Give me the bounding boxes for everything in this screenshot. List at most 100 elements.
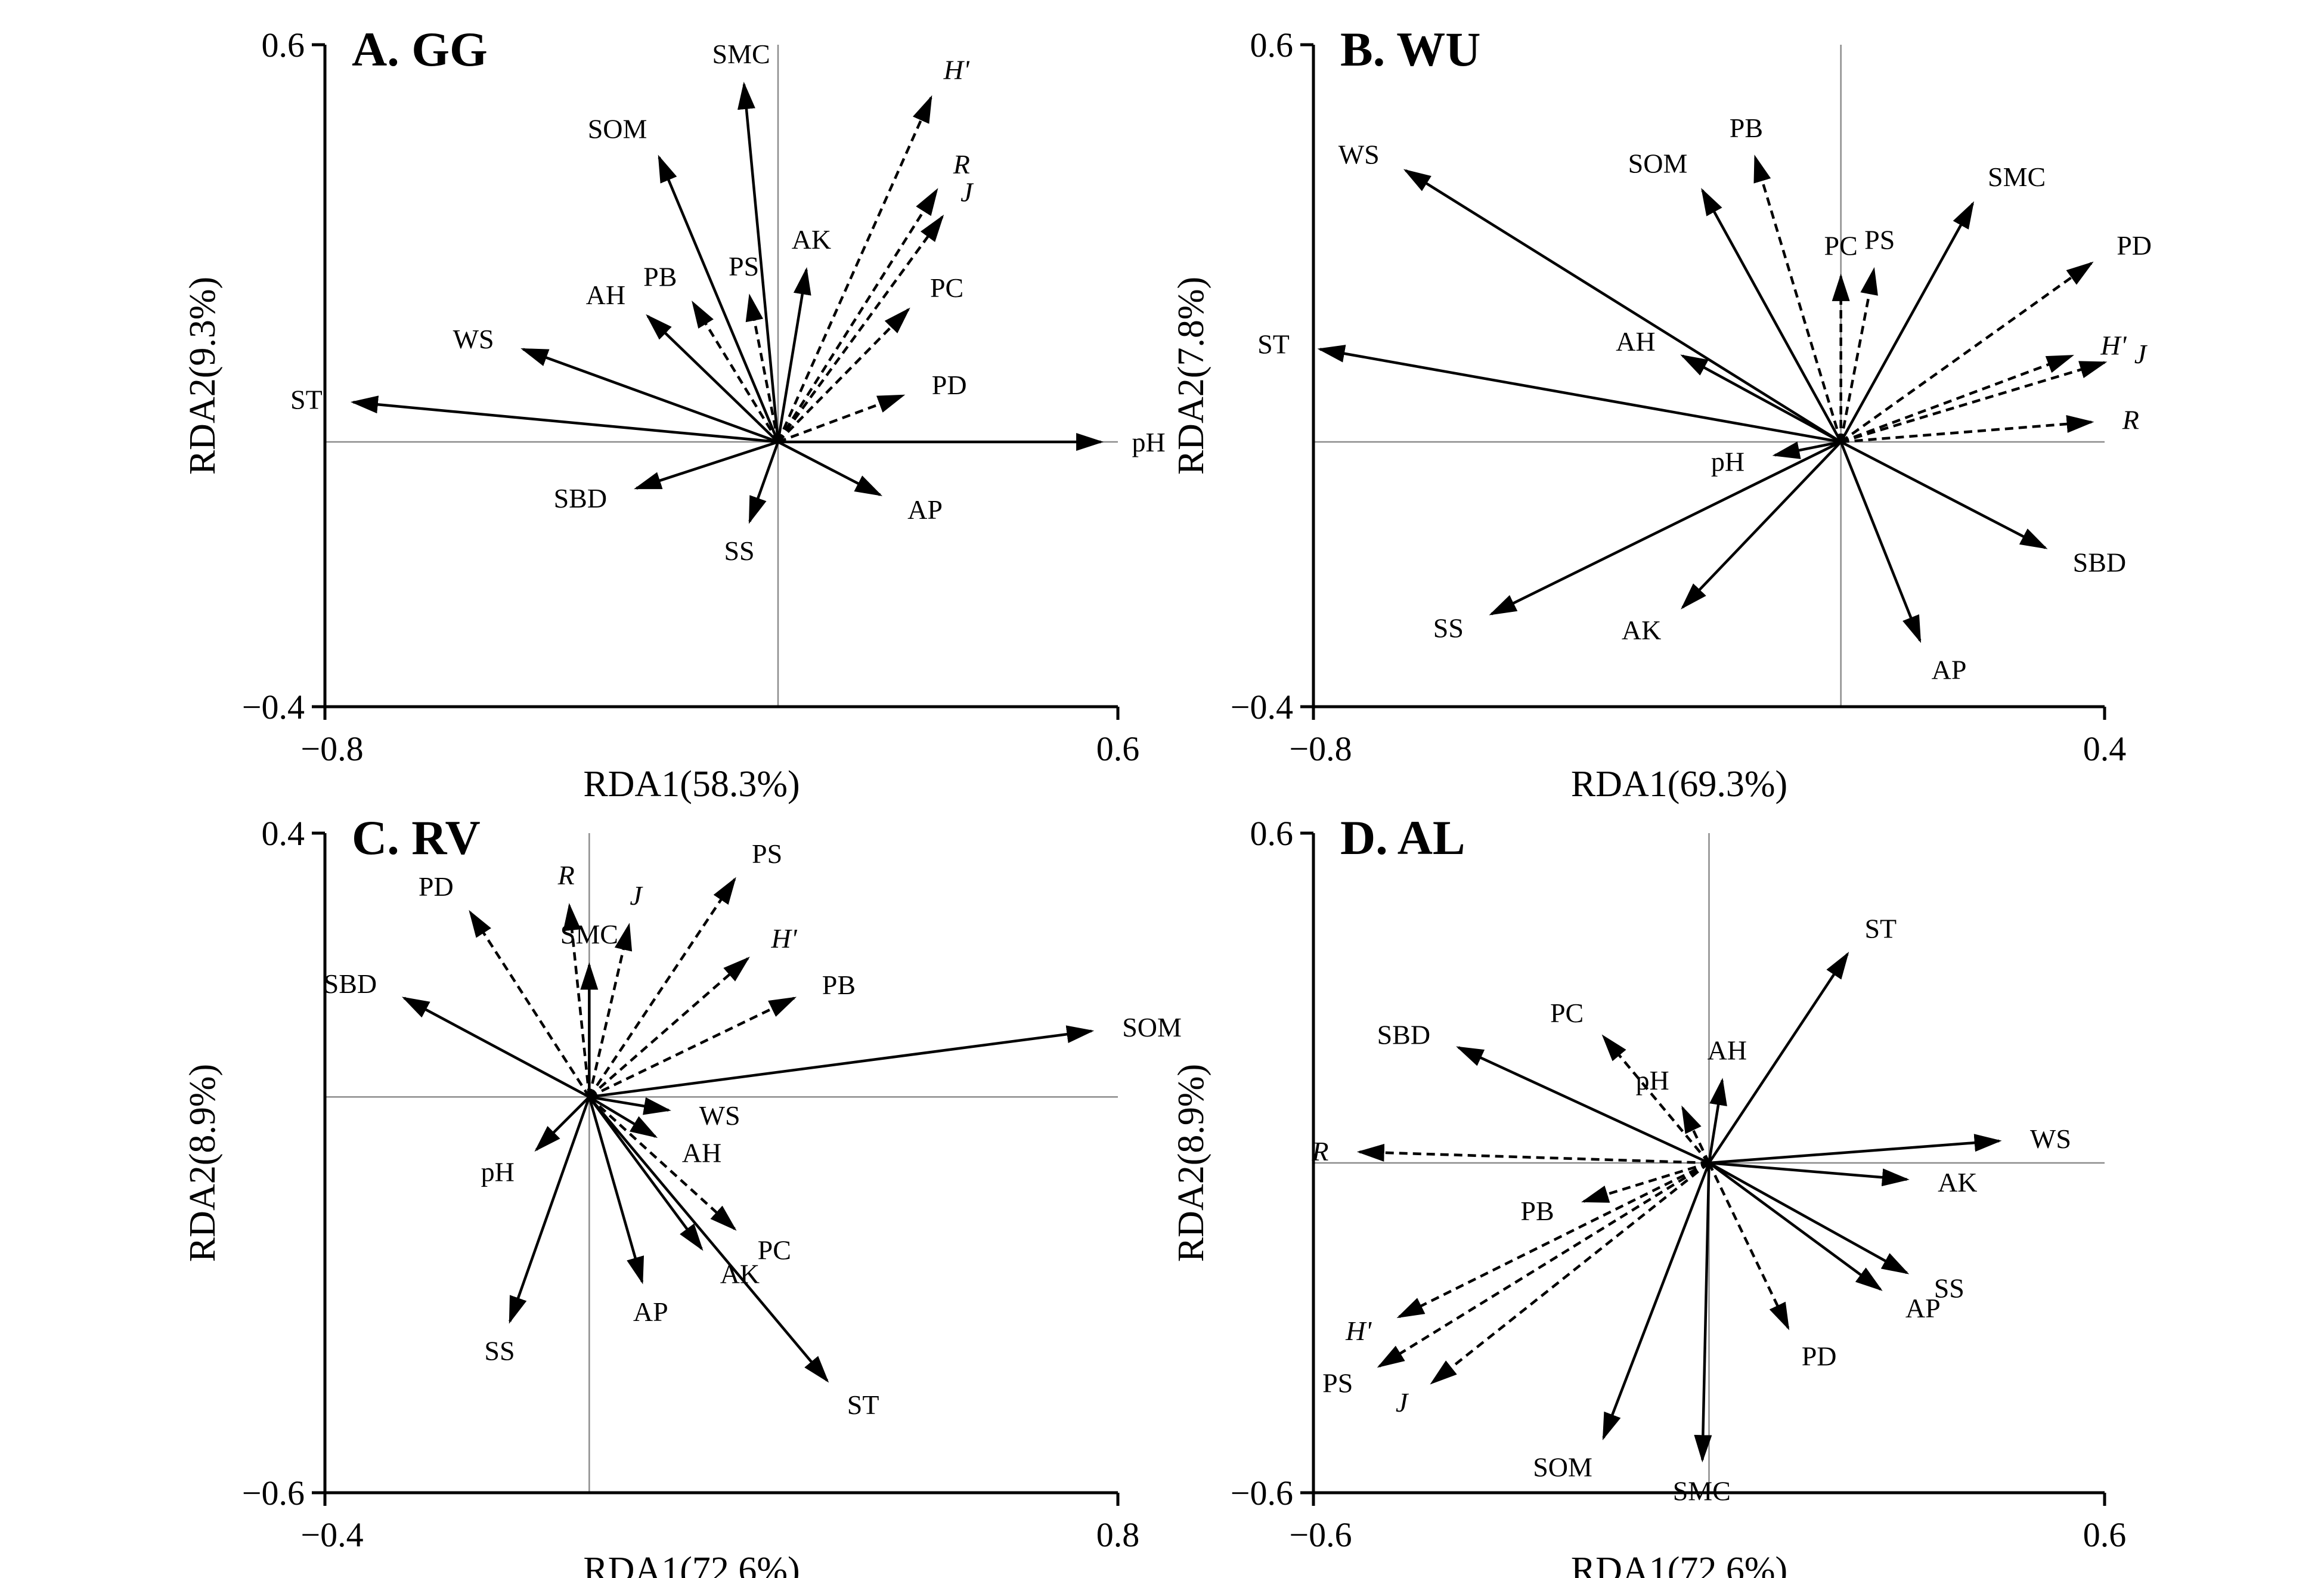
vector-label-ak: AK bbox=[1938, 1167, 1977, 1198]
x-tick-label-left: −0.8 bbox=[1289, 729, 1352, 768]
x-axis-title: RDA1(72.6%) bbox=[583, 1550, 800, 1578]
vector-pc bbox=[1601, 1034, 1711, 1164]
vector-label-smc: SMC bbox=[712, 39, 770, 69]
vector-ap bbox=[1839, 441, 1922, 643]
vector-label-pc: PC bbox=[930, 273, 963, 303]
vector-ss bbox=[748, 441, 780, 524]
vector-label-sbd: SBD bbox=[1377, 1020, 1430, 1050]
vector-label-h-prime: H' bbox=[1345, 1316, 1372, 1346]
vector-som bbox=[1602, 1162, 1711, 1441]
vector-label-pd: PD bbox=[932, 370, 967, 400]
vector-label-h-prime: H' bbox=[2100, 330, 2127, 361]
y-tick-label-bottom: −0.6 bbox=[1231, 1474, 1293, 1512]
vector-label-ak: AK bbox=[1622, 615, 1661, 645]
vector-label-ps: PS bbox=[729, 251, 759, 281]
vector-ph bbox=[534, 1096, 590, 1152]
y-tick-label-top: 0.4 bbox=[262, 814, 305, 853]
y-tick-label-bottom: −0.4 bbox=[1231, 688, 1293, 726]
vector-pd bbox=[777, 394, 906, 444]
vector-st bbox=[350, 395, 779, 444]
vector-ph bbox=[1681, 1105, 1711, 1164]
y-axis-title: RDA2(8.9%) bbox=[1171, 1064, 1211, 1262]
vector-label-ss: SS bbox=[1433, 613, 1464, 643]
vector-label-st: ST bbox=[290, 385, 323, 415]
vector-ss bbox=[1489, 440, 1842, 615]
vector-label-sbd: SBD bbox=[324, 969, 377, 999]
vector-label-sbd: SBD bbox=[2073, 547, 2126, 578]
vector-label-ap: AP bbox=[1932, 654, 1967, 685]
vector-label-ah: AH bbox=[1616, 326, 1655, 357]
vector-label-pd: PD bbox=[2117, 230, 2152, 261]
panel-title: B. WU bbox=[1340, 22, 1480, 76]
y-tick-label-bottom: −0.6 bbox=[242, 1474, 305, 1512]
x-axis-title: RDA1(58.3%) bbox=[583, 764, 800, 805]
vector-label-r: R bbox=[1311, 1136, 1328, 1167]
vector-sbd bbox=[1456, 1046, 1710, 1165]
vector-j bbox=[777, 214, 944, 443]
vector-label-pc: PC bbox=[758, 1235, 791, 1266]
vector-ps bbox=[1377, 1162, 1710, 1368]
vector-label-ah: AH bbox=[1708, 1035, 1747, 1065]
vector-r bbox=[777, 188, 938, 443]
vector-label-st: ST bbox=[1257, 329, 1290, 359]
vector-ps bbox=[745, 293, 780, 443]
vector-label-r: R bbox=[557, 860, 575, 890]
vector-som bbox=[658, 154, 780, 443]
vector-label-pb: PB bbox=[1730, 113, 1763, 143]
vector-label-st: ST bbox=[847, 1390, 879, 1420]
vector-label-ak: AK bbox=[720, 1259, 760, 1289]
vector-label-smc: SMC bbox=[1673, 1476, 1731, 1506]
x-tick-label-right: 0.8 bbox=[1096, 1515, 1140, 1554]
vector-pd bbox=[1708, 1162, 1790, 1331]
vector-label-ss: SS bbox=[1934, 1273, 1964, 1304]
vector-r bbox=[563, 903, 591, 1097]
vector-som bbox=[589, 1025, 1095, 1099]
vector-label-ak: AK bbox=[792, 224, 831, 255]
x-tick-label-right: 0.6 bbox=[2083, 1515, 2127, 1554]
vector-ws bbox=[588, 1096, 671, 1115]
vector-sbd bbox=[634, 440, 779, 490]
vector-label-ps: PS bbox=[1322, 1367, 1353, 1398]
vector-pc bbox=[777, 307, 910, 443]
vector-label-pd: PD bbox=[1802, 1341, 1837, 1371]
vector-label-pc: PC bbox=[1550, 998, 1584, 1028]
vector-som bbox=[1701, 188, 1842, 443]
y-tick-label-bottom: −0.4 bbox=[242, 688, 305, 726]
vector-label-h-prime: H' bbox=[771, 923, 798, 954]
vector-label-som: SOM bbox=[1533, 1452, 1592, 1482]
vector-label-j: J bbox=[960, 177, 974, 208]
panel-title: C. RV bbox=[352, 810, 481, 865]
vector-r bbox=[1840, 415, 2094, 444]
vector-smc bbox=[737, 82, 780, 443]
x-tick-label-left: −0.6 bbox=[1289, 1515, 1352, 1554]
vector-h-prime bbox=[588, 957, 750, 1099]
vector-label-ap: AP bbox=[633, 1297, 668, 1327]
vector-ps bbox=[1839, 267, 1878, 443]
vector-ak bbox=[1709, 1161, 1910, 1187]
vector-label-ap: AP bbox=[907, 494, 943, 525]
panel-c-rv: 0.4 −0.6−0.4 0.8 RDA1(72.6%) RDA2(8.9%) C. RV… bbox=[182, 810, 1182, 1578]
vector-ak bbox=[776, 267, 811, 443]
vector-ap bbox=[588, 1096, 644, 1285]
vector-label-pb: PB bbox=[643, 262, 677, 292]
panel-title: D. AL bbox=[1340, 810, 1465, 865]
vector-st bbox=[1708, 951, 1849, 1164]
vector-label-som: SOM bbox=[1122, 1012, 1182, 1042]
vector-label-r: R bbox=[953, 149, 970, 180]
vector-j bbox=[1430, 1162, 1710, 1385]
vector-label-ps: PS bbox=[752, 838, 782, 869]
vector-r bbox=[1356, 1143, 1709, 1165]
vector-ap bbox=[1708, 1162, 1883, 1291]
y-axis-title: RDA2(7.8%) bbox=[1171, 277, 1211, 475]
y-tick-label-top: 0.6 bbox=[1250, 26, 1294, 64]
panel-d-al: 0.6 −0.6−0.6 0.6 RDA1(72.6%) RDA2(8.9%) D. AL… bbox=[1171, 810, 2126, 1578]
panel-title: A. GG bbox=[352, 22, 488, 76]
vector-ah bbox=[646, 314, 779, 443]
vector-label-ss: SS bbox=[484, 1335, 515, 1366]
vector-pb bbox=[1581, 1161, 1710, 1203]
vector-label-ph: pH bbox=[1636, 1065, 1669, 1096]
x-axis-title: RDA1(69.3%) bbox=[1571, 764, 1787, 805]
x-tick-label-right: 0.6 bbox=[1096, 729, 1140, 768]
vector-ak bbox=[1681, 441, 1842, 609]
